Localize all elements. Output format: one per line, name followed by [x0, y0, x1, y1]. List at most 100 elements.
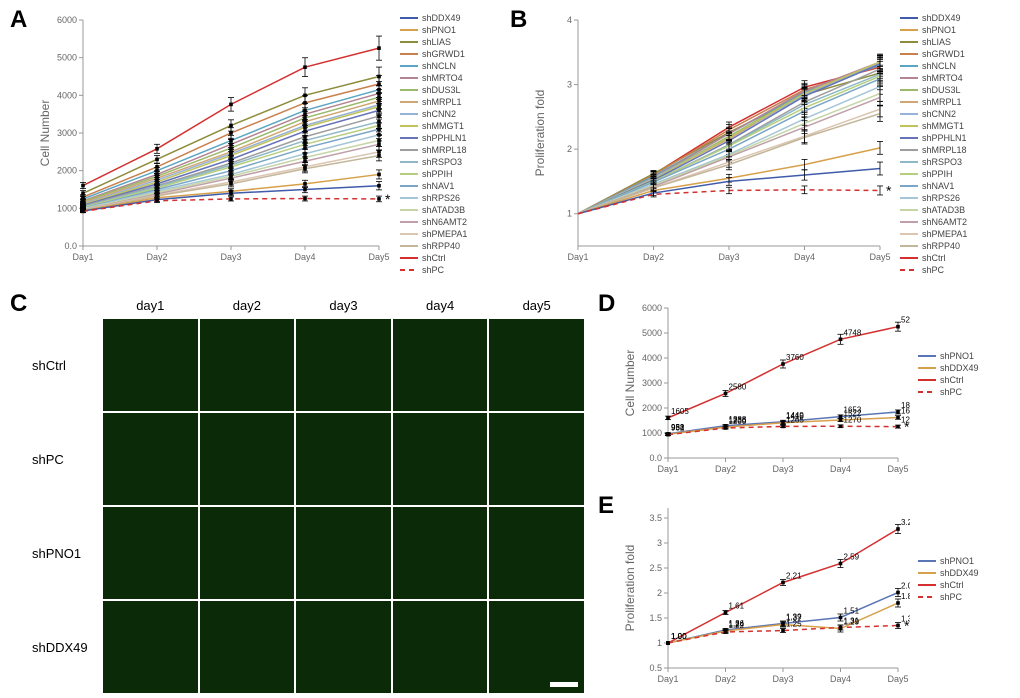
panel-c-col-label: day1: [102, 298, 199, 318]
legend-item: shPNO1: [918, 555, 979, 567]
svg-text:1.31: 1.31: [844, 617, 860, 626]
legend-item: shMMGT1: [900, 120, 967, 132]
legend-item: shCNN2: [900, 108, 967, 120]
panel-c-row-label: shPNO1: [30, 506, 102, 600]
svg-text:Day1: Day1: [657, 674, 678, 684]
svg-text:3.28: 3.28: [901, 518, 910, 527]
micrograph-cell: [295, 318, 392, 412]
micrograph-cell: [392, 506, 489, 600]
svg-text:1000: 1000: [57, 203, 77, 213]
svg-text:Day1: Day1: [567, 252, 588, 262]
svg-text:1.80: 1.80: [901, 592, 910, 601]
svg-text:3: 3: [657, 538, 662, 548]
svg-text:Cell Number: Cell Number: [623, 350, 637, 417]
svg-text:2.01: 2.01: [901, 582, 910, 591]
legend-item: shMRPL18: [900, 144, 967, 156]
svg-text:4000: 4000: [57, 90, 77, 100]
svg-text:2580: 2580: [729, 383, 747, 392]
svg-text:Day3: Day3: [718, 252, 739, 262]
legend-item: shPMEPA1: [900, 228, 967, 240]
micrograph-cell: [199, 412, 296, 506]
svg-text:1: 1: [657, 638, 662, 648]
panel-a-chart: 0.0100020003000400050006000Day1Day2Day3D…: [33, 10, 393, 270]
micrograph-cell: [392, 600, 489, 694]
micrograph-cell: [102, 412, 199, 506]
svg-text:1.25: 1.25: [786, 620, 802, 629]
legend-item: shCtrl: [400, 252, 467, 264]
svg-text:1.61: 1.61: [729, 602, 745, 611]
legend-item: shRSPO3: [900, 156, 967, 168]
legend-item: shPPHLN1: [400, 132, 467, 144]
micrograph-cell: [295, 412, 392, 506]
legend-item: shPNO1: [918, 350, 979, 362]
svg-text:Day5: Day5: [887, 674, 908, 684]
svg-text:5253: 5253: [901, 316, 910, 325]
svg-text:Day3: Day3: [220, 252, 241, 262]
scale-bar: [550, 682, 578, 687]
svg-text:2000: 2000: [642, 403, 662, 413]
svg-text:1270: 1270: [844, 415, 862, 424]
legend-item: shPNO1: [400, 24, 467, 36]
svg-text:2.5: 2.5: [649, 563, 662, 573]
panel-e-label: E: [598, 492, 614, 520]
svg-text:Day2: Day2: [643, 252, 664, 262]
legend-item: shMRPL1: [900, 96, 967, 108]
micrograph-cell: [102, 318, 199, 412]
svg-text:0.0: 0.0: [649, 453, 662, 463]
legend-item: shRPS26: [400, 192, 467, 204]
svg-text:2: 2: [657, 588, 662, 598]
panel-c-col-label: day5: [488, 298, 585, 318]
svg-text:0.0: 0.0: [64, 241, 77, 251]
svg-text:Day5: Day5: [869, 252, 890, 262]
legend-item: shMRPL1: [400, 96, 467, 108]
legend-item: shPC: [918, 386, 979, 398]
panel-b-chart: 1234Day1Day2Day3Day4Day5Proliferation fo…: [534, 10, 894, 270]
svg-text:6000: 6000: [57, 15, 77, 25]
svg-text:1000: 1000: [642, 428, 662, 438]
svg-text:5000: 5000: [57, 53, 77, 63]
micrograph-cell: [102, 506, 199, 600]
svg-text:Day4: Day4: [830, 464, 851, 474]
panel-e-chart: 0.511.522.533.5Day1Day2Day3Day4Day5Proli…: [620, 500, 910, 690]
legend-item: shN6AMT2: [400, 216, 467, 228]
svg-text:4: 4: [567, 15, 572, 25]
panel-d-chart: 0.0100020003000400050006000Day1Day2Day3D…: [620, 300, 910, 480]
legend-item: shNCLN: [900, 60, 967, 72]
legend-item: shLIAS: [400, 36, 467, 48]
legend-item: shMRTO4: [400, 72, 467, 84]
panel-c-col-label: day3: [295, 298, 392, 318]
svg-text:Day2: Day2: [715, 464, 736, 474]
svg-text:3.5: 3.5: [649, 513, 662, 523]
svg-text:1.51: 1.51: [844, 607, 860, 616]
legend-item: shDDX49: [400, 12, 467, 24]
legend-item: shPC: [400, 264, 467, 276]
svg-text:1: 1: [567, 209, 572, 219]
panel-c-col-label: day4: [392, 298, 489, 318]
legend-item: shMMGT1: [400, 120, 467, 132]
legend-item: shCtrl: [900, 252, 967, 264]
svg-text:4748: 4748: [844, 328, 862, 337]
legend-item: shGRWD1: [400, 48, 467, 60]
svg-text:Day1: Day1: [72, 252, 93, 262]
panel-d-label: D: [598, 290, 615, 318]
svg-text:3000: 3000: [642, 378, 662, 388]
panel-c-row-label: shDDX49: [30, 600, 102, 694]
svg-text:2.59: 2.59: [844, 553, 860, 562]
svg-text:*: *: [904, 419, 910, 435]
svg-text:6000: 6000: [642, 303, 662, 313]
svg-text:Day5: Day5: [368, 252, 389, 262]
micrograph-cell: [199, 318, 296, 412]
micrograph-cell: [392, 412, 489, 506]
svg-text:Day3: Day3: [772, 674, 793, 684]
svg-text:0.5: 0.5: [649, 663, 662, 673]
legend-item: shDDX49: [918, 362, 979, 374]
legend-item: shCtrl: [918, 579, 979, 591]
micrograph-cell: [488, 600, 585, 694]
micrograph-cell: [488, 318, 585, 412]
svg-text:2.21: 2.21: [786, 572, 802, 581]
panel-a-label: A: [10, 6, 27, 34]
panel-c-row-label: shCtrl: [30, 318, 102, 412]
svg-text:1.00: 1.00: [671, 632, 687, 641]
svg-text:1605: 1605: [671, 407, 689, 416]
svg-text:Cell Number: Cell Number: [38, 100, 52, 167]
